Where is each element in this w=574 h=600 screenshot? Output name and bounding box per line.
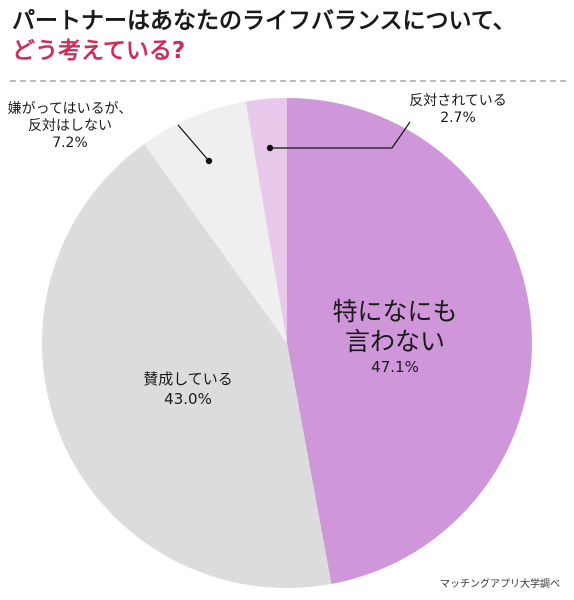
slice-label: 特になにも — [332, 297, 457, 326]
slice-label: 言わない — [345, 327, 445, 356]
pie-slice — [41, 143, 332, 588]
chart-title: パートナーはあなたのライフバランスについて、 どう考えている? — [12, 6, 516, 66]
leader-dot — [266, 144, 274, 152]
chart-title-line2: どう考えている? — [12, 38, 186, 64]
slice-label: 嫌がってはいるが、 — [8, 101, 133, 117]
leader-line — [177, 124, 210, 162]
slice-label: 反対はしない — [28, 118, 112, 134]
title-divider — [10, 80, 566, 82]
pie-slice — [287, 98, 533, 584]
slice-value-label: 43.0% — [164, 390, 212, 408]
leader-line — [270, 121, 411, 149]
pie-slice — [144, 101, 287, 343]
slice-value-label: 7.2% — [52, 135, 88, 151]
slice-label: 反対されている — [409, 93, 507, 109]
leader-dot — [205, 157, 213, 165]
slice-value-label: 47.1% — [371, 358, 419, 376]
chart-title-line1: パートナーはあなたのライフバランスについて、 — [12, 8, 516, 34]
slice-label: 賛成している — [143, 370, 233, 388]
slice-value-label: 2.7% — [440, 110, 476, 126]
source-note: マッチングアプリ大学調べ — [440, 579, 560, 590]
pie-slice — [245, 98, 287, 343]
